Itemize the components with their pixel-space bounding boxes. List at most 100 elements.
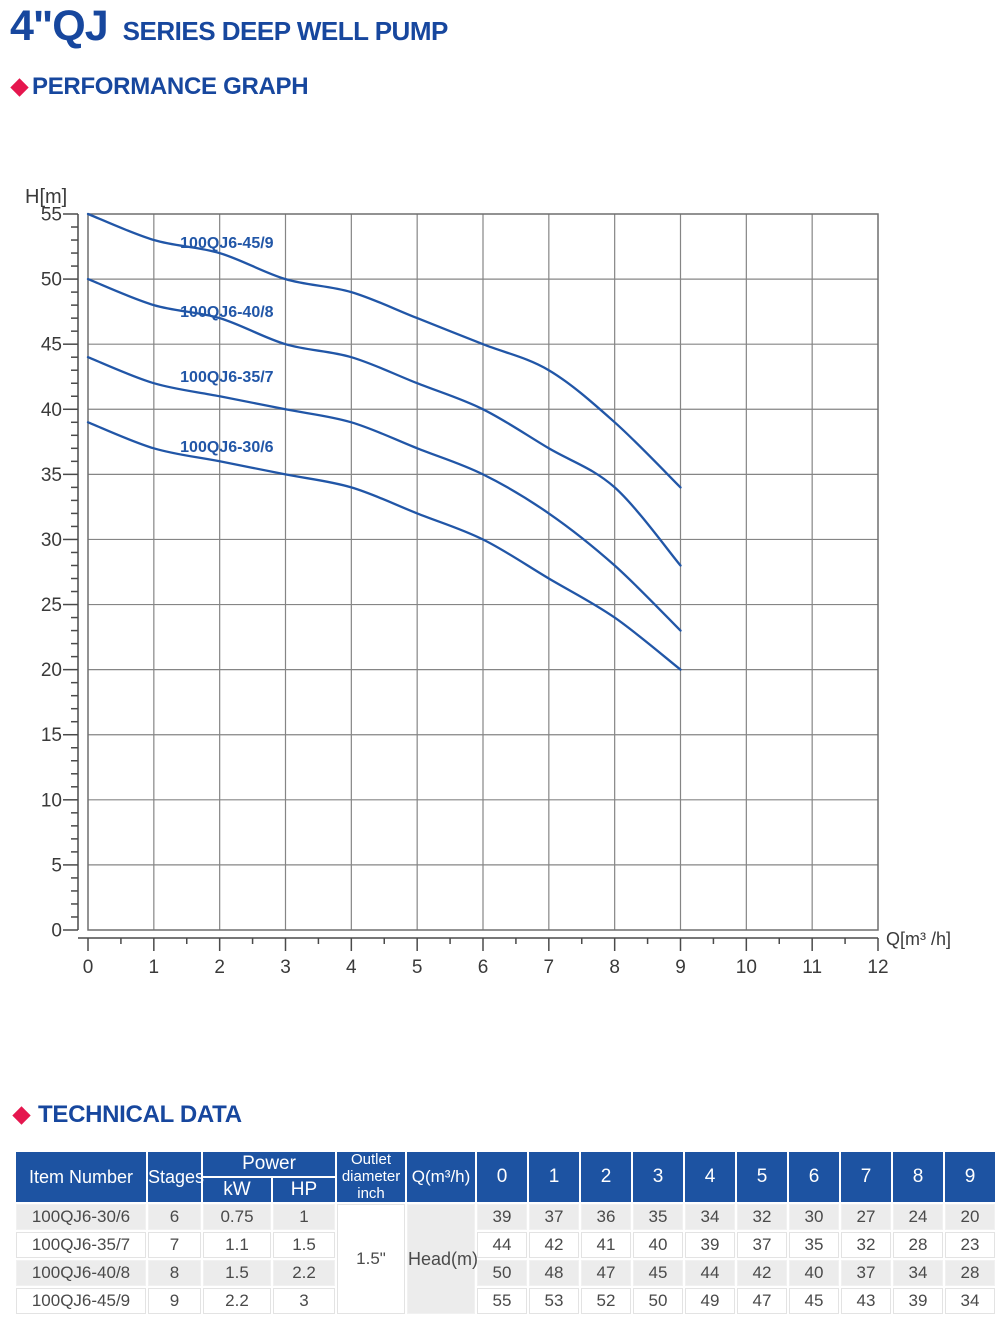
head-value-cell: 53 xyxy=(529,1288,580,1315)
head-value-cell: 45 xyxy=(789,1288,840,1315)
curve-100QJ6-35/7 xyxy=(86,356,682,632)
head-value-cell: 37 xyxy=(737,1232,788,1259)
x-axis-tick-label: 3 xyxy=(280,957,291,978)
head-value-cell: 27 xyxy=(841,1204,892,1231)
col-header-q5: 5 xyxy=(737,1152,788,1203)
col-header-stages: Stages xyxy=(148,1152,204,1203)
head-value-cell: 37 xyxy=(529,1204,580,1231)
outlet-diameter-cell: 1.5" xyxy=(337,1204,406,1315)
hp-cell: 3 xyxy=(273,1288,336,1315)
head-row-label-cell: Head(m) xyxy=(407,1204,478,1315)
table-row: 100QJ6-35/7 7 1.1 1.5 44 42 41 40 39 37 … xyxy=(16,1232,996,1259)
head-value-cell: 42 xyxy=(737,1260,788,1287)
y-axis-tick-label: 15 xyxy=(41,725,62,746)
col-header-q9: 9 xyxy=(945,1152,996,1203)
head-value-cell: 35 xyxy=(633,1204,684,1231)
curve-100QJ6-45/9 xyxy=(86,212,682,489)
col-header-q3: 3 xyxy=(633,1152,684,1203)
curve-100QJ6-40/8 xyxy=(86,277,682,567)
head-value-cell: 20 xyxy=(945,1204,996,1231)
kw-cell: 2.2 xyxy=(203,1288,271,1315)
head-value-cell: 43 xyxy=(841,1288,892,1315)
section-technical-data: TECHNICAL DATA xyxy=(12,1101,242,1129)
stages-cell: 8 xyxy=(148,1260,201,1287)
col-header-hp: HP xyxy=(273,1177,336,1203)
head-value-cell: 48 xyxy=(529,1260,580,1287)
y-axis-tick-label: 40 xyxy=(41,400,62,421)
col-header-q0: 0 xyxy=(477,1152,528,1203)
head-value-cell: 39 xyxy=(477,1204,528,1231)
head-value-cell: 23 xyxy=(945,1232,996,1259)
table-row: 100QJ6-40/8 8 1.5 2.2 50 48 47 45 44 42 … xyxy=(16,1260,996,1287)
stages-cell: 6 xyxy=(148,1204,201,1231)
col-header-outlet-diameter: Outlet diameter inch xyxy=(337,1151,406,1203)
y-axis-tick-label: 55 xyxy=(41,205,62,226)
y-axis-tick-label: 5 xyxy=(51,855,62,876)
head-value-cell: 44 xyxy=(477,1232,528,1259)
x-axis-tick-label: 0 xyxy=(83,957,94,978)
col-header-q8: 8 xyxy=(893,1152,944,1203)
col-header-kw: kW xyxy=(203,1177,271,1203)
y-axis-tick-label: 0 xyxy=(51,921,62,942)
head-value-cell: 35 xyxy=(789,1232,840,1259)
plot-border xyxy=(87,213,879,931)
head-value-cell: 40 xyxy=(633,1232,684,1259)
item-number-cell: 100QJ6-35/7 xyxy=(16,1232,146,1259)
item-number-cell: 100QJ6-45/9 xyxy=(16,1288,146,1315)
col-header-q2: 2 xyxy=(581,1152,632,1203)
y-axis-title: H[m] xyxy=(25,186,67,208)
head-value-cell: 24 xyxy=(893,1204,944,1231)
head-value-cell: 44 xyxy=(685,1260,736,1287)
page-title-main: 4"QJ xyxy=(10,2,109,50)
head-value-cell: 49 xyxy=(685,1288,736,1315)
col-header-q1: 1 xyxy=(529,1152,580,1203)
y-axis-tick-label: 30 xyxy=(41,530,62,551)
head-value-cell: 28 xyxy=(893,1232,944,1259)
head-value-cell: 32 xyxy=(737,1204,788,1231)
curve-100QJ6-30/6 xyxy=(86,421,682,671)
x-axis-tick-label: 2 xyxy=(214,957,225,978)
y-axis-tick-label: 10 xyxy=(41,790,62,811)
diamond-icon xyxy=(12,1105,31,1125)
x-axis-tick-label: 12 xyxy=(867,957,888,978)
x-axis-title: Q[m³ /h] xyxy=(886,929,951,949)
y-axis-tick-label: 20 xyxy=(41,660,62,681)
hp-cell: 1 xyxy=(273,1204,336,1231)
head-value-cell: 50 xyxy=(633,1288,684,1315)
head-value-cell: 32 xyxy=(841,1232,892,1259)
stages-cell: 7 xyxy=(148,1232,201,1259)
item-number-cell: 100QJ6-30/6 xyxy=(16,1204,146,1231)
x-axis-tick-label: 8 xyxy=(609,957,620,978)
head-value-cell: 45 xyxy=(633,1260,684,1287)
x-axis-tick-label: 4 xyxy=(346,957,357,978)
head-value-cell: 36 xyxy=(581,1204,632,1231)
head-value-cell: 50 xyxy=(477,1260,528,1287)
x-axis-tick-label: 10 xyxy=(736,957,757,978)
section-performance-label: PERFORMANCE GRAPH xyxy=(32,73,309,100)
x-axis-tick-label: 6 xyxy=(478,957,489,978)
head-value-cell: 40 xyxy=(789,1260,840,1287)
kw-cell: 1.5 xyxy=(203,1260,271,1287)
curve-label-100QJ6-35/7: 100QJ6-35/7 xyxy=(180,369,274,386)
x-axis-tick-label: 9 xyxy=(675,957,686,978)
head-value-cell: 52 xyxy=(581,1288,632,1315)
col-header-q6: 6 xyxy=(789,1152,840,1203)
head-value-cell: 30 xyxy=(789,1204,840,1231)
col-header-q4: 4 xyxy=(685,1152,736,1203)
col-header-q-flow: Q(m³/h) xyxy=(407,1152,476,1203)
diamond-icon xyxy=(10,77,29,97)
col-header-q7: 7 xyxy=(841,1152,892,1203)
hp-cell: 2.2 xyxy=(273,1260,336,1287)
section-performance-graph: PERFORMANCE GRAPH xyxy=(10,73,309,101)
curve-label-100QJ6-40/8: 100QJ6-40/8 xyxy=(180,304,274,321)
head-value-cell: 42 xyxy=(529,1232,580,1259)
x-axis-tick-label: 7 xyxy=(544,957,555,978)
y-axis-tick-label: 25 xyxy=(41,595,62,616)
col-header-power: Power xyxy=(203,1152,336,1176)
head-value-cell: 47 xyxy=(737,1288,788,1315)
x-axis-tick-label: 11 xyxy=(802,957,822,978)
head-value-cell: 28 xyxy=(945,1260,996,1287)
technical-data-table: Item Number Stages Power Outlet diameter… xyxy=(14,1150,997,1316)
